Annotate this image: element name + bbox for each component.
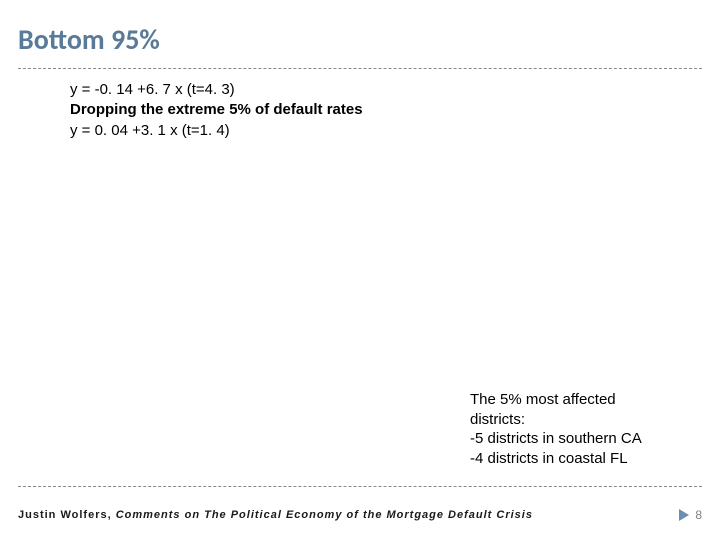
play-arrow-icon [679, 509, 689, 521]
slide-title: Bottom 95% [18, 22, 160, 57]
note-line-4: -4 districts in coastal FL [470, 449, 642, 469]
equation-note: Dropping the extreme 5% of default rates [70, 100, 363, 120]
page-number: 8 [695, 508, 702, 522]
divider-top [18, 68, 702, 69]
footer: Justin Wolfers, Comments on The Politica… [18, 508, 702, 522]
slide: Bottom 95% y = -0. 14 +6. 7 x (t=4. 3) D… [0, 0, 720, 540]
note-line-2: districts: [470, 410, 642, 430]
note-line-3: -5 districts in southern CA [470, 429, 642, 449]
footer-title: Comments on The Political Economy of the… [116, 509, 533, 521]
footer-right: 8 [679, 508, 702, 522]
note-line-1: The 5% most affected [470, 390, 642, 410]
equation-line-2: y = 0. 04 +3. 1 x (t=1. 4) [70, 121, 363, 141]
footer-left: Justin Wolfers, Comments on The Politica… [18, 509, 533, 521]
equation-block: y = -0. 14 +6. 7 x (t=4. 3) Dropping the… [70, 80, 363, 141]
divider-bottom [18, 486, 702, 487]
footer-author: Justin Wolfers, [18, 509, 116, 521]
affected-districts-note: The 5% most affected districts: -5 distr… [470, 390, 642, 468]
equation-line-1: y = -0. 14 +6. 7 x (t=4. 3) [70, 80, 363, 100]
